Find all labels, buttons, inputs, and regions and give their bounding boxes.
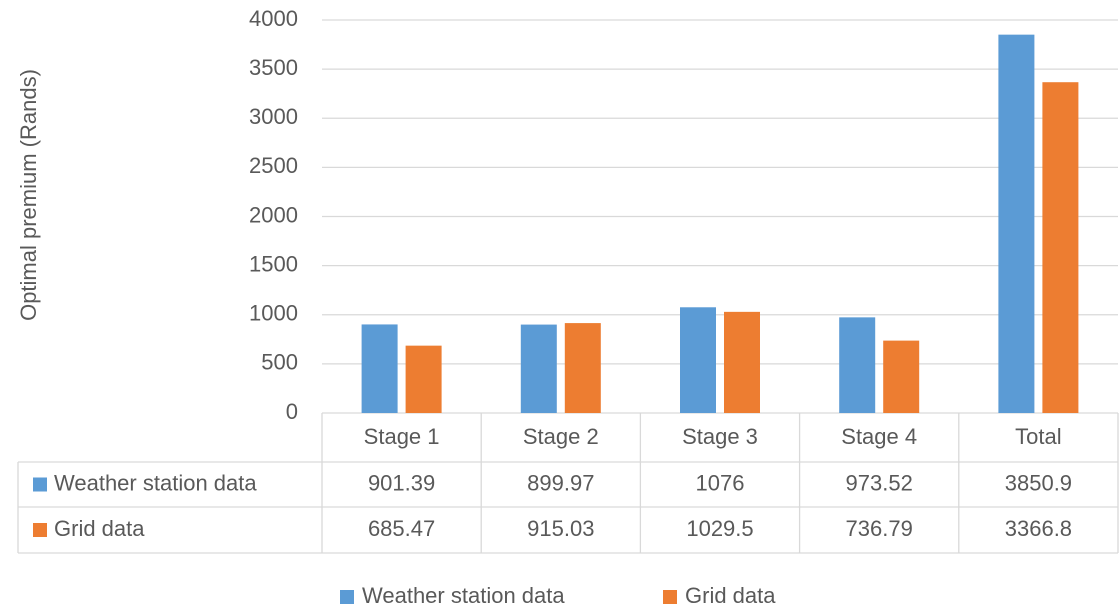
table-row-header: Weather station data bbox=[54, 470, 257, 495]
bar bbox=[680, 307, 716, 413]
table-cell: 901.39 bbox=[368, 470, 435, 495]
bar bbox=[724, 311, 760, 413]
table-cell: 1076 bbox=[696, 470, 745, 495]
y-tick-label: 1500 bbox=[249, 251, 298, 276]
y-tick-label: 2000 bbox=[249, 202, 298, 227]
bar bbox=[839, 317, 876, 413]
table-cell: 3366.8 bbox=[1005, 516, 1072, 541]
table-cell: 915.03 bbox=[527, 516, 594, 541]
legend-key bbox=[340, 590, 354, 604]
legend-key bbox=[33, 477, 47, 492]
bar bbox=[520, 324, 557, 413]
y-tick-label: 0 bbox=[286, 399, 298, 424]
table-cell: 736.79 bbox=[846, 516, 913, 541]
bar bbox=[405, 345, 442, 413]
bar bbox=[361, 324, 398, 413]
y-axis-label: Optimal premium (Rands) bbox=[16, 69, 41, 321]
x-tick-label: Stage 4 bbox=[841, 424, 917, 449]
table-cell: 685.47 bbox=[368, 516, 435, 541]
y-tick-label: 4000 bbox=[249, 6, 298, 31]
y-tick-label: 1000 bbox=[249, 301, 298, 326]
bar bbox=[564, 323, 601, 413]
table-row-header: Grid data bbox=[54, 516, 145, 541]
y-tick-label: 2500 bbox=[249, 153, 298, 178]
y-tick-label: 500 bbox=[261, 350, 298, 375]
table-cell: 899.97 bbox=[527, 470, 594, 495]
y-tick-label: 3000 bbox=[249, 104, 298, 129]
x-tick-label: Total bbox=[1015, 424, 1061, 449]
bar bbox=[1042, 82, 1079, 413]
x-tick-label: Stage 1 bbox=[364, 424, 440, 449]
x-tick-label: Stage 3 bbox=[682, 424, 758, 449]
y-tick-label: 3500 bbox=[249, 55, 298, 80]
table-cell: 973.52 bbox=[846, 470, 913, 495]
legend-key bbox=[663, 590, 677, 604]
legend-key bbox=[33, 523, 47, 537]
legend-label: Grid data bbox=[685, 583, 776, 608]
table-cell: 1029.5 bbox=[686, 516, 753, 541]
bar bbox=[883, 340, 920, 413]
x-tick-label: Stage 2 bbox=[523, 424, 599, 449]
legend-label: Weather station data bbox=[362, 583, 565, 608]
bar bbox=[998, 34, 1035, 413]
table-cell: 3850.9 bbox=[1005, 470, 1072, 495]
